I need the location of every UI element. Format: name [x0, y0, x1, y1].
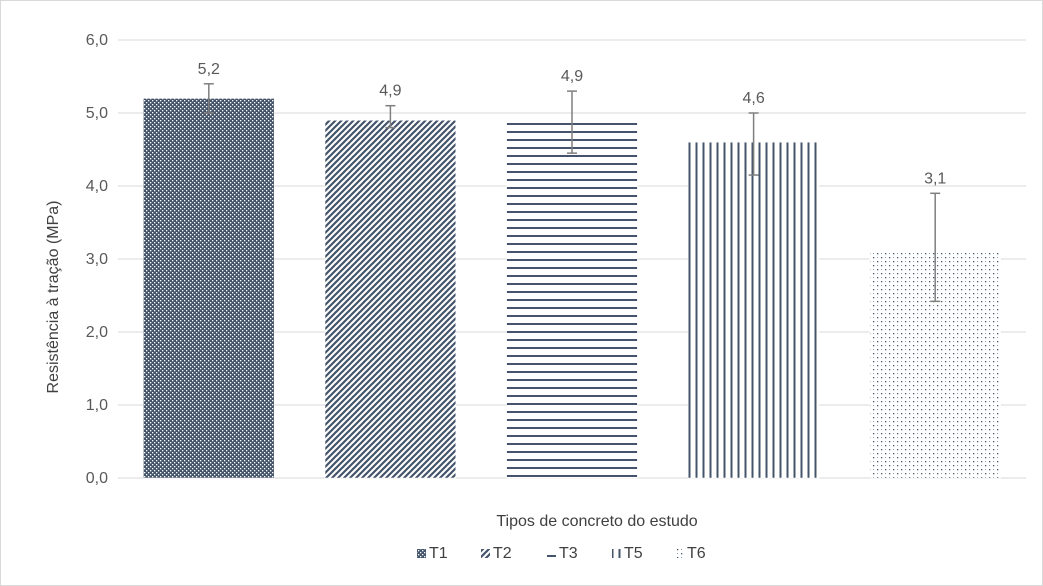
y-tick-label: 0,0: [86, 470, 108, 487]
y-tick-label: 2,0: [86, 324, 108, 341]
legend-label-t1: T1: [429, 545, 448, 562]
bar-t2: [324, 120, 457, 479]
legend-label-t2: T2: [493, 545, 512, 562]
y-tick-label: 4,0: [86, 178, 108, 195]
error-bars: [203, 83, 941, 303]
legend-swatch-t1: [417, 549, 426, 558]
y-axis-title: Resistência à tração (MPa): [45, 201, 62, 394]
legend: T1 T2 T3 T5 T6: [417, 545, 706, 562]
y-tick-label: 1,0: [86, 397, 108, 414]
legend-label-t3: T3: [559, 545, 578, 562]
bar-t5: [687, 141, 820, 479]
data-label-t2: 4,9: [379, 83, 401, 100]
legend-swatch-t2: [481, 549, 490, 558]
data-label-t5: 4,6: [742, 90, 764, 107]
data-label-t1: 5,2: [198, 61, 220, 78]
y-tick-label: 6,0: [86, 32, 108, 49]
data-labels: 5,2 4,9 4,9 4,6 3,1: [198, 61, 947, 188]
legend-swatch-t5: [612, 549, 621, 558]
legend-label-t6: T6: [687, 545, 706, 562]
y-tick-label: 5,0: [86, 105, 108, 122]
y-tick-label: 3,0: [86, 251, 108, 268]
legend-swatch-t6: [675, 549, 684, 558]
legend-label-t5: T5: [624, 545, 643, 562]
bar-t1: [143, 98, 275, 479]
legend-swatch-t3: [547, 549, 556, 558]
bars: [143, 98, 1001, 479]
y-axis-ticks: 0,0 1,0 2,0 3,0 4,0 5,0 6,0: [86, 32, 108, 487]
data-label-t6: 3,1: [924, 170, 946, 187]
data-label-t3: 4,9: [561, 68, 583, 85]
x-axis-title: Tipos de concreto do estudo: [496, 513, 697, 530]
bar-t3: [506, 120, 638, 479]
